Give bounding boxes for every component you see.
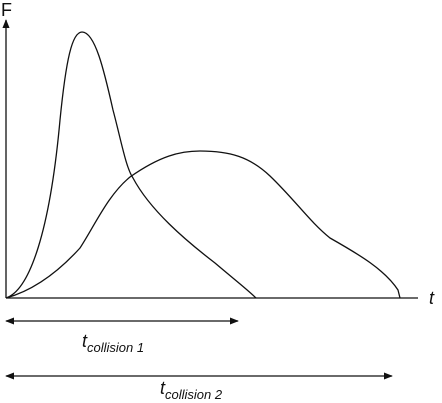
collision-2-symbol: t (160, 378, 166, 398)
collision-2-subscript: collision 2 (165, 387, 223, 402)
force-curve-collision-2 (5, 150, 401, 299)
y-axis-label: F (1, 0, 12, 20)
x-axis-label: t (429, 288, 435, 308)
force-curve-collision-1 (5, 31, 257, 299)
collision-1-subscript: collision 1 (87, 340, 144, 355)
collision-1-duration-label: tcollision 1 (82, 331, 144, 355)
collision-1-symbol: t (82, 331, 88, 351)
collision-2-duration-label: tcollision 2 (160, 378, 223, 402)
